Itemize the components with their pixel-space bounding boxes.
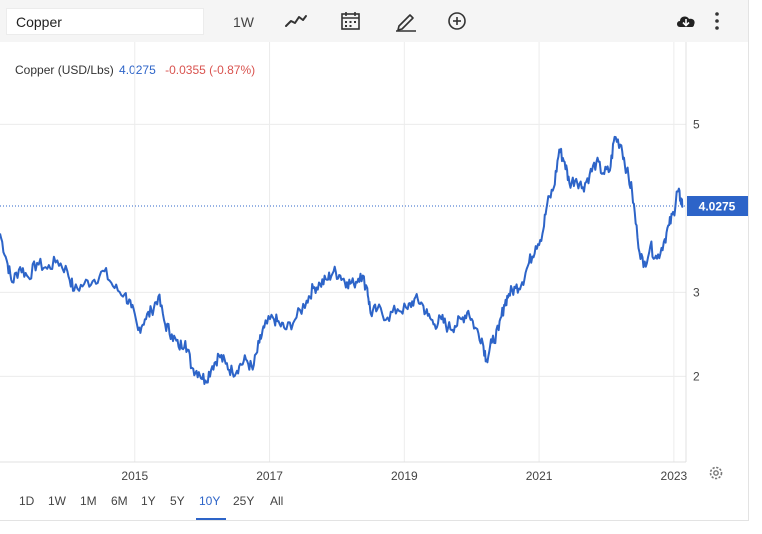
range-all-button[interactable]: All — [270, 494, 284, 508]
price-series-line — [0, 135, 684, 385]
x-tick-label: 2019 — [391, 469, 418, 483]
y-tick-label: 2 — [693, 369, 700, 383]
draw-pencil-icon[interactable] — [394, 10, 418, 32]
last-price-badge — [687, 196, 748, 217]
chart-widget: 1W Copper (USD/Lbs) 4.0275 -0.0355 (-0.8… — [0, 0, 749, 521]
legend-last-price: 4.0275 — [119, 63, 156, 77]
chart-settings-gear-icon[interactable] — [709, 466, 723, 480]
x-tick-label: 2023 — [661, 469, 688, 483]
download-cloud-icon[interactable] — [674, 10, 698, 32]
range-1d-button[interactable]: 1D — [19, 494, 35, 508]
line-chart-type-icon[interactable] — [284, 10, 308, 32]
y-tick-label: 5 — [693, 117, 700, 131]
chart-toolbar: 1W — [0, 0, 748, 42]
add-indicator-icon[interactable] — [445, 10, 469, 32]
range-25y-button[interactable]: 25Y — [233, 494, 255, 508]
legend-symbol: Copper (USD/Lbs) — [15, 63, 114, 77]
last-price-badge-text: 4.0275 — [699, 200, 736, 214]
range-5y-button[interactable]: 5Y — [170, 494, 185, 508]
range-6m-button[interactable]: 6M — [111, 494, 128, 508]
legend-change: -0.0355 (-0.87%) — [165, 63, 256, 77]
range-1y-button[interactable]: 1Y — [141, 494, 156, 508]
active-range-underline — [196, 518, 226, 520]
interval-selector[interactable]: 1W — [233, 14, 254, 30]
x-tick-label: 2021 — [526, 469, 553, 483]
price-legend: Copper (USD/Lbs) 4.0275 -0.0355 (-0.87%) — [15, 63, 255, 77]
range-10y-button[interactable]: 10Y — [199, 494, 221, 508]
range-1w-button[interactable]: 1W — [48, 494, 66, 508]
range-1m-button[interactable]: 1M — [80, 494, 97, 508]
symbol-search-input[interactable] — [6, 8, 204, 35]
more-options-icon[interactable] — [711, 10, 723, 32]
y-tick-label: 3 — [693, 285, 700, 299]
price-chart[interactable]: 2 3 5 2015 2017 2019 2021 2023 4.0275 — [0, 42, 748, 486]
calendar-icon[interactable] — [339, 10, 363, 32]
x-tick-label: 2015 — [121, 469, 148, 483]
x-tick-label: 2017 — [256, 469, 283, 483]
